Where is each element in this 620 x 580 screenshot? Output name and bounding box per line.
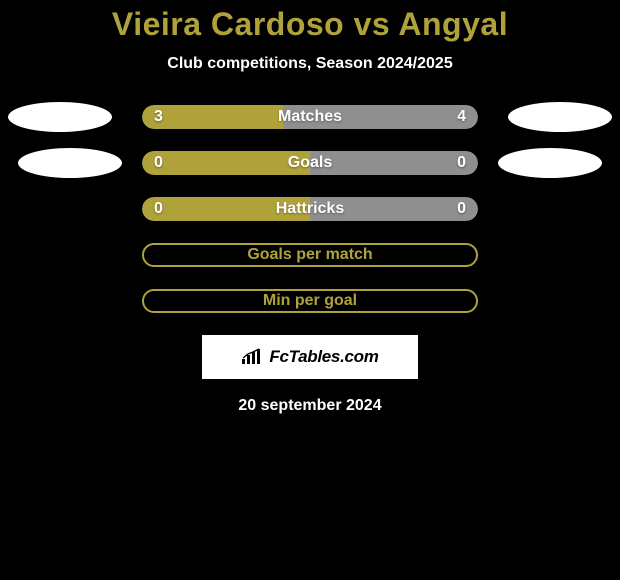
stat-row: Goals per match — [0, 243, 620, 267]
bar-fill-left — [142, 105, 283, 129]
bar-fill-right — [283, 105, 478, 129]
stat-row: 00Hattricks — [0, 197, 620, 221]
stat-bars-region: 34Matches 00Goals 00Hattricks Goals per mat… — [0, 105, 620, 313]
bar-fill-left — [142, 151, 310, 175]
logo: FcTables.com — [241, 347, 378, 367]
player-right-ellipse — [498, 148, 602, 178]
page-title: Vieira Cardoso vs Angyal — [0, 6, 620, 43]
player-right-ellipse — [508, 102, 612, 132]
player-left-ellipse — [18, 148, 122, 178]
subtitle: Club competitions, Season 2024/2025 — [0, 55, 620, 73]
stat-label: Min per goal — [144, 292, 476, 310]
stat-bar: 00Goals — [142, 151, 478, 175]
stat-row: 00Goals — [0, 151, 620, 175]
bar-fill-right — [310, 197, 478, 221]
date-text: 20 september 2024 — [0, 397, 620, 415]
stat-row: Min per goal — [0, 289, 620, 313]
stat-bar: 34Matches — [142, 105, 478, 129]
player-left-ellipse — [8, 102, 112, 132]
bar-fill-left — [142, 197, 310, 221]
stat-bar: 00Hattricks — [142, 197, 478, 221]
logo-box: FcTables.com — [202, 335, 418, 379]
stat-bar: Goals per match — [142, 243, 478, 267]
bars-chart-icon — [241, 348, 263, 366]
bar-fill-right — [310, 151, 478, 175]
comparison-card: Vieira Cardoso vs Angyal Club competitio… — [0, 0, 620, 415]
stat-bar: Min per goal — [142, 289, 478, 313]
stat-row: 34Matches — [0, 105, 620, 129]
logo-text: FcTables.com — [269, 347, 378, 367]
stat-label: Goals per match — [144, 246, 476, 264]
